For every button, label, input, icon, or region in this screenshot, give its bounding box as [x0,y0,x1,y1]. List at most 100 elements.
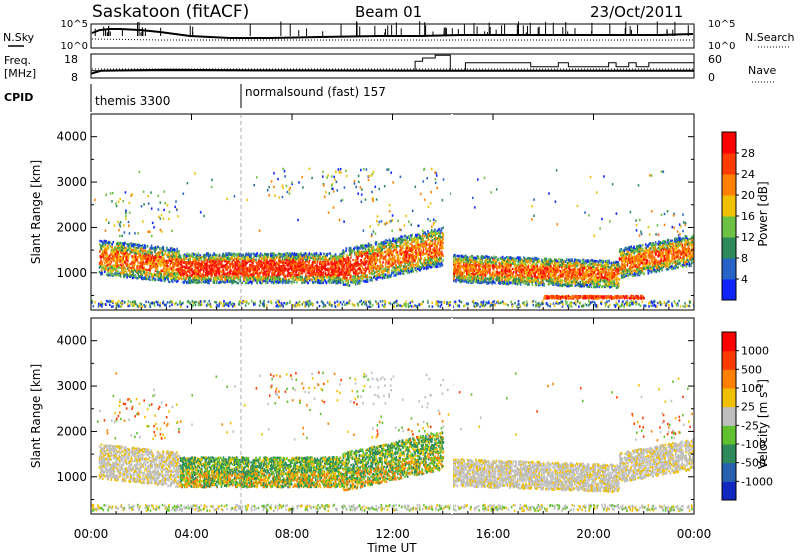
echo-cell [424,256,426,260]
echo-cell [360,262,362,265]
echo-cell [162,300,165,303]
echo-cell [514,302,516,305]
echo-cell [197,303,200,307]
echo-cell [581,305,583,308]
station-title: Saskatoon (fitACF) [92,2,249,22]
freq-right-tick-top: 60 [708,53,722,66]
echo-cell [388,238,391,241]
echo-cell [463,258,465,261]
echo-cell [644,249,646,253]
echo-cell [376,264,378,268]
echo-cell [466,261,468,264]
echo-cell [635,272,638,275]
echo-cell [331,260,333,263]
echo-cell [202,255,205,259]
echo-cell [341,303,344,306]
echo-cell [430,254,432,258]
echo-cell [249,263,251,267]
echo-cell [133,304,135,307]
echo-cell [679,305,682,308]
echo-cell [263,299,265,303]
echo-cell [593,301,596,304]
echo-cell [215,266,217,269]
echo-cell [342,300,345,304]
echo-cell [648,305,650,308]
echo-cell [468,259,470,262]
echo-cell [490,304,492,307]
echo-cell [455,261,457,264]
echo-cell [119,260,122,263]
echo-cell [364,303,366,306]
echo-cell [260,260,263,263]
echo-cell [395,271,397,274]
echo-cell [105,257,108,260]
echo-cell [159,304,161,307]
echo-cell [501,255,504,259]
echo-cell [615,301,617,304]
echo-cell [602,276,605,279]
echo-cell [203,300,206,303]
echo-cell [691,262,693,265]
echo-cell [291,273,293,277]
echo-cell [433,263,436,266]
echo-cell [461,259,464,262]
echo-cell [165,254,168,257]
echo-cell [463,304,466,307]
echo-cell [259,300,261,303]
echo-cell [435,258,438,261]
echo-cell [178,257,180,261]
echo-cell [155,262,157,266]
echo-cell [613,265,616,268]
echo-cell [115,243,118,246]
echo-cell [152,277,155,280]
echo-cell [189,272,191,275]
echo-cell [131,257,134,260]
echo-cell [194,303,197,307]
echo-cell [279,305,281,308]
echo-cell [638,303,640,306]
echo-cell [283,267,286,270]
echo-cell [348,277,351,280]
echo-cell [418,303,421,306]
echo-cell [262,301,265,304]
echo-cell [337,277,339,280]
echo-cell [193,275,195,278]
echo-cell [516,257,518,260]
echo-cell [163,257,165,260]
echo-cell [677,246,679,249]
echo-cell [216,265,218,268]
echo-cell [380,269,383,273]
echo-cell [371,304,374,307]
echo-cell [144,262,146,265]
beam-title: Beam 01 [355,3,422,21]
echo-cell [425,250,428,253]
echo-cell [317,277,319,280]
echo-cell [226,272,229,275]
echo-cell [355,258,358,261]
echo-cell [650,300,653,303]
echo-cell [549,273,552,276]
echo-cell [345,261,347,264]
echo-cell [231,262,233,265]
echo-cell [176,264,178,267]
echo-cell [352,303,355,307]
echo-cell [535,277,538,281]
echo-cell [369,305,372,308]
echo-cell [495,256,497,259]
echo-cell [214,261,217,264]
echo-cell [114,254,116,258]
echo-cell [118,260,121,264]
echo-cell [667,238,669,242]
echo-cell [252,278,255,281]
echo-cell [229,263,231,266]
echo-cell [465,280,467,283]
echo-cell [592,260,595,263]
echo-cell [224,264,227,267]
echo-cell [223,270,225,274]
echo-cell [438,237,441,240]
echo-cell [537,282,540,285]
echo-cell [626,301,629,304]
echo-cell [231,264,234,268]
echo-cell [182,301,184,305]
echo-cell [303,253,305,257]
